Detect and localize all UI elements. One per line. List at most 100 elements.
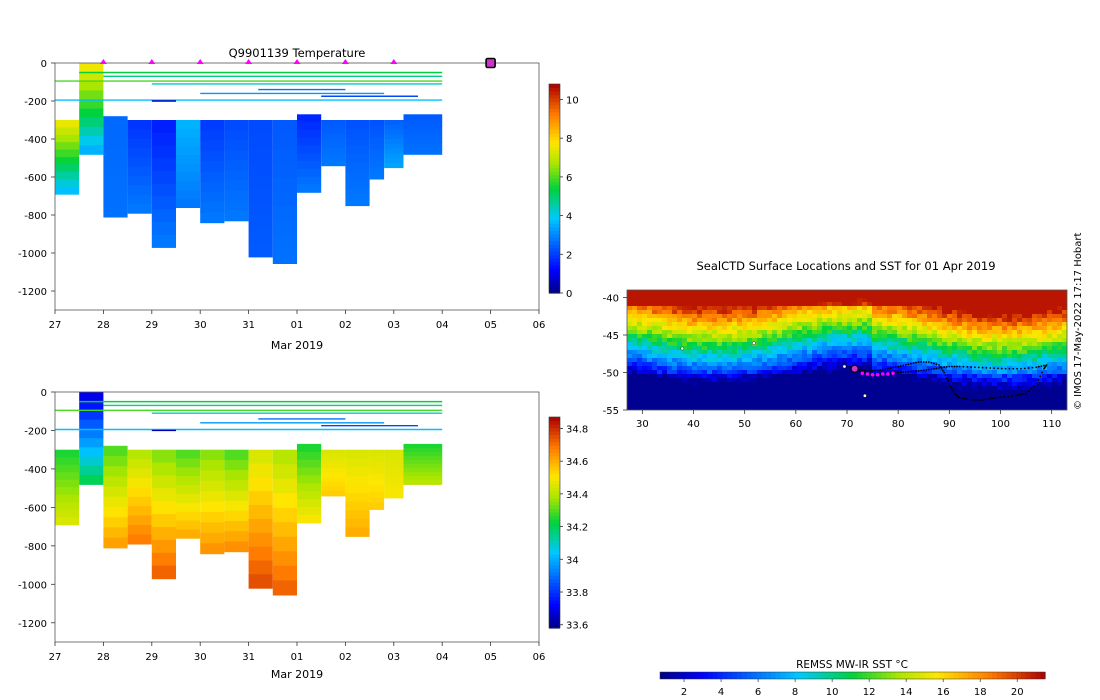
sst-cell [902,334,908,339]
sst-cell [842,406,848,410]
profile-cell [248,546,273,561]
track-point [977,366,980,369]
profile-cell [403,150,443,155]
sst-cell [947,334,953,339]
sst-cell [672,294,678,299]
sst-cell [977,374,983,379]
sst-cell [707,354,713,359]
sst-cell [827,390,833,395]
sst-cell [782,378,788,383]
sst-cell [1002,378,1008,383]
sst-cell [697,346,703,351]
sst-cell [902,386,908,391]
sst-cell [757,378,763,383]
sst-cell [1047,314,1053,319]
sst-cell [907,358,913,363]
sst-cell [987,302,993,307]
sst-cell [1047,346,1053,351]
sst-cell [677,346,683,351]
sst-cell [747,330,753,335]
sst-cell [702,314,708,319]
sst-cell [637,298,643,303]
sst-cell [797,334,803,339]
sst-cell [772,338,778,343]
sst-cell [932,330,938,335]
profile-cell [103,476,128,488]
sst-cell [787,326,793,331]
sst-cell [1062,342,1067,347]
sst-cell [817,382,823,387]
profile-cell [224,150,249,161]
sst-cell [757,310,763,315]
sst-colorbar-segment [905,672,911,679]
sst-cell [712,346,718,351]
profile-cell [127,487,152,498]
sst-cell [667,358,673,363]
sst-cell [1047,394,1053,399]
sst-cell [737,390,743,395]
colorbar-segment [549,223,560,228]
sst-cell [1047,290,1053,295]
sst-cell [802,374,808,379]
salinity-y-axis: 0-200-400-600-800-1000-1200 [18,388,55,630]
sst-cell [992,346,998,351]
sst-cell [762,314,768,319]
sst-cell [752,306,758,311]
sst-cell [752,330,758,335]
track-point [897,365,900,368]
sst-cell [777,290,783,295]
sst-cell [1007,314,1013,319]
sst-cell [1037,298,1043,303]
sst-cell [682,354,688,359]
sst-cell [652,322,658,327]
sst-cell [857,338,863,343]
sst-cell [642,346,648,351]
sst-cell [972,366,978,371]
map-y-tick-label: -40 [603,294,619,305]
sst-cell [812,334,818,339]
sst-cell [707,366,713,371]
track-point [974,366,976,369]
sst-cell [877,402,883,407]
sst-cell [972,314,978,319]
sst-cell [707,402,713,407]
sst-colorbar-tick-label: 4 [718,687,724,698]
track-point [949,385,952,388]
sst-cell [962,310,968,315]
sst-cell [1007,374,1013,379]
sst-cell [1062,290,1067,295]
sst-cell [902,298,908,303]
sst-cell [1037,290,1043,295]
sst-cell [867,382,873,387]
sst-cell [767,318,773,323]
profile-cell [200,532,225,544]
sst-cell [627,386,633,391]
sst-cell [902,346,908,351]
sst-cell [1012,338,1018,343]
sst-cell [882,402,888,407]
sst-cell [982,326,988,331]
sst-colorbar-segment [794,672,801,679]
sst-cell [727,330,733,335]
sst-cell [887,334,893,339]
profile-cell [369,173,385,180]
sst-cell [762,350,768,355]
sst-cell [632,342,638,347]
sst-cell [912,334,918,339]
sst-colorbar-segment [789,672,796,679]
sst-cell [717,406,723,410]
sst-cell [1017,386,1023,391]
profile-cell [369,143,385,151]
sst-cell [987,338,993,343]
sst-cell [977,346,983,351]
sst-cell [957,318,963,323]
sst-cell [742,330,748,335]
sst-cell [797,366,803,371]
sst-cell [637,354,643,359]
track-point [1011,395,1013,398]
profile-cell [200,501,225,513]
sst-cell [752,326,758,331]
sst-cell [802,378,808,383]
sst-cell [1042,390,1048,395]
sst-cell [1037,306,1043,311]
